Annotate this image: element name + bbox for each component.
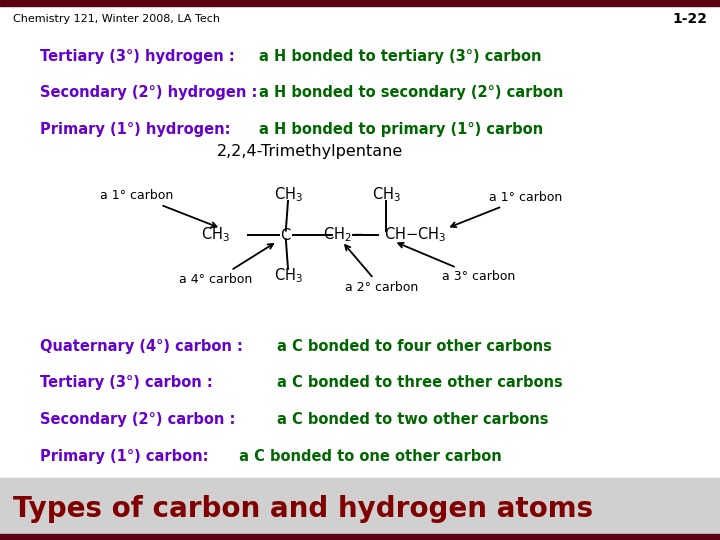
Text: a C bonded to one other carbon: a C bonded to one other carbon (234, 449, 502, 464)
Text: a 2° carbon: a 2° carbon (345, 245, 418, 294)
Text: Types of carbon and hydrogen atoms: Types of carbon and hydrogen atoms (13, 495, 593, 523)
Text: CH$_2$$-$: CH$_2$$-$ (323, 226, 364, 244)
Text: a C bonded to two other carbons: a C bonded to two other carbons (277, 412, 549, 427)
Text: Chemistry 121, Winter 2008, LA Tech: Chemistry 121, Winter 2008, LA Tech (13, 14, 220, 24)
Text: a H bonded to secondary (2°) carbon: a H bonded to secondary (2°) carbon (259, 85, 564, 100)
Bar (0, 478, 720, 540)
Text: a 1° carbon: a 1° carbon (100, 189, 217, 227)
Text: CH$_3$: CH$_3$ (274, 185, 302, 204)
Text: CH$-$CH$_3$: CH$-$CH$_3$ (384, 226, 446, 244)
Text: Tertiary (3°) hydrogen :: Tertiary (3°) hydrogen : (40, 49, 234, 64)
Text: CH$_3$: CH$_3$ (372, 185, 401, 204)
Text: a C bonded to three other carbons: a C bonded to three other carbons (277, 375, 563, 390)
Bar (0, 534, 720, 540)
Text: Tertiary (3°) carbon :: Tertiary (3°) carbon : (40, 375, 212, 390)
Text: a 4° carbon: a 4° carbon (179, 244, 273, 286)
Text: Primary (1°) hydrogen:: Primary (1°) hydrogen: (40, 122, 230, 137)
Text: a 3° carbon: a 3° carbon (398, 243, 516, 284)
Text: 1-22: 1-22 (672, 12, 707, 26)
Text: CH$_3$: CH$_3$ (274, 266, 302, 285)
Text: a 1° carbon: a 1° carbon (451, 191, 562, 227)
Text: Primary (1°) carbon:: Primary (1°) carbon: (40, 449, 208, 464)
Text: Secondary (2°) carbon :: Secondary (2°) carbon : (40, 412, 235, 427)
Text: a H bonded to primary (1°) carbon: a H bonded to primary (1°) carbon (259, 122, 544, 137)
Text: 2,2,4-Trimethylpentane: 2,2,4-Trimethylpentane (217, 144, 402, 159)
Text: Quaternary (4°) carbon :: Quaternary (4°) carbon : (40, 339, 243, 354)
Text: a H bonded to tertiary (3°) carbon: a H bonded to tertiary (3°) carbon (259, 49, 541, 64)
Text: CH$_3$: CH$_3$ (202, 226, 230, 244)
Bar (0, 0, 720, 6)
Text: Secondary (2°) hydrogen :: Secondary (2°) hydrogen : (40, 85, 257, 100)
Text: $-$C$-$: $-$C$-$ (268, 227, 302, 243)
Text: a C bonded to four other carbons: a C bonded to four other carbons (277, 339, 552, 354)
